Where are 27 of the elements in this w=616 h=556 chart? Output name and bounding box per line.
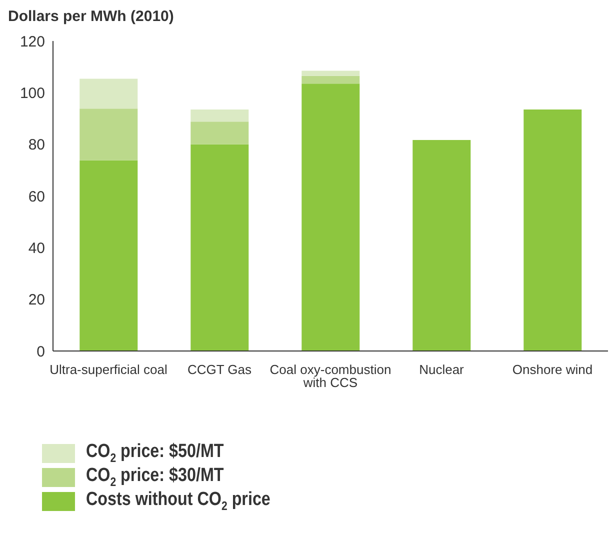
x-tick-label: Ultra-superficial coal — [50, 362, 168, 378]
bar — [524, 109, 582, 351]
y-axis-title: Dollars per MWh (2010) — [8, 8, 175, 25]
bar — [80, 78, 138, 109]
x-tick-label: CCGT Gas — [187, 362, 252, 378]
x-tick-label: Coal oxy-combustion with CCS — [270, 362, 392, 390]
bar — [302, 84, 360, 351]
legend-label: CO$_{2}$ price: $50/MT — [86, 441, 224, 465]
bar — [302, 76, 360, 84]
bar — [190, 109, 249, 122]
x-tick-label: Nuclear — [419, 362, 465, 378]
legend-label: Costs without CO$_{2}$ price — [86, 489, 270, 513]
bar — [80, 160, 138, 351]
bar — [302, 70, 360, 76]
y-tick-label: 120 — [20, 33, 45, 50]
y-tick-label: 20 — [28, 292, 45, 309]
bar — [412, 140, 471, 351]
bar — [190, 144, 249, 351]
y-tick-label: 0 — [36, 343, 45, 360]
legend-label: CO$_{2}$ price: $30/MT — [86, 465, 224, 489]
y-tick-label: 100 — [20, 84, 45, 102]
bar — [80, 108, 138, 160]
y-tick-label: 80 — [28, 136, 45, 154]
y-tick-label: 60 — [28, 188, 45, 206]
y-tick-label: 40 — [28, 240, 45, 257]
bar — [190, 122, 249, 144]
x-tick-label: Onshore wind — [512, 362, 593, 378]
